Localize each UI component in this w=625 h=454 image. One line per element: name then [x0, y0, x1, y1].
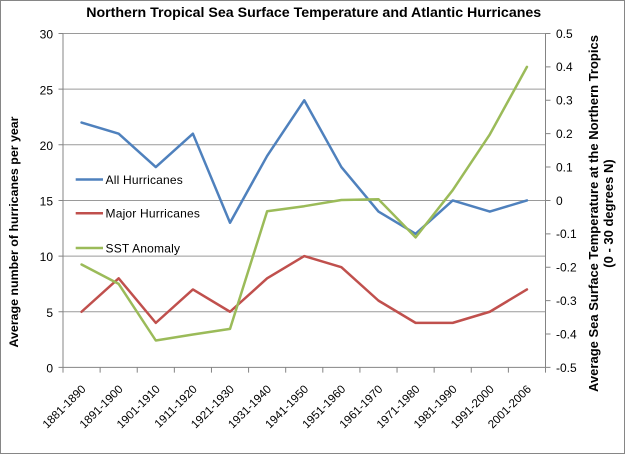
svg-text:5: 5 [46, 306, 53, 320]
svg-text:0: 0 [46, 362, 53, 376]
svg-text:10: 10 [40, 250, 54, 264]
svg-text:30: 30 [40, 28, 54, 42]
svg-text:(0 - 30 degrees N): (0 - 30 degrees N) [601, 159, 616, 267]
svg-text:Average number of hurricanes p: Average number of hurricanes per year [7, 116, 21, 347]
svg-text:-0.4: -0.4 [556, 327, 577, 341]
svg-text:-0.3: -0.3 [556, 294, 577, 308]
svg-text:0.2: 0.2 [556, 127, 573, 141]
svg-text:All Hurricanes: All Hurricanes [106, 173, 184, 187]
svg-text:0.4: 0.4 [556, 60, 573, 74]
svg-text:0.3: 0.3 [556, 94, 573, 108]
svg-text:Major Hurricanes: Major Hurricanes [106, 207, 201, 221]
svg-text:SST Anomaly: SST Anomaly [106, 241, 181, 255]
svg-text:-0.5: -0.5 [556, 361, 577, 375]
svg-text:15: 15 [40, 195, 54, 209]
svg-text:Average Sea Surface Temperatur: Average Sea Surface Temperature at the N… [586, 35, 601, 392]
svg-text:25: 25 [40, 83, 54, 97]
svg-text:Northern Tropical Sea Surface: Northern Tropical Sea Surface Temperatur… [86, 5, 541, 21]
svg-text:-0.1: -0.1 [556, 227, 577, 241]
svg-text:0: 0 [556, 194, 563, 208]
svg-text:0.5: 0.5 [556, 27, 573, 41]
svg-text:0.1: 0.1 [556, 160, 573, 174]
svg-text:20: 20 [40, 139, 54, 153]
svg-text:-0.2: -0.2 [556, 261, 577, 275]
